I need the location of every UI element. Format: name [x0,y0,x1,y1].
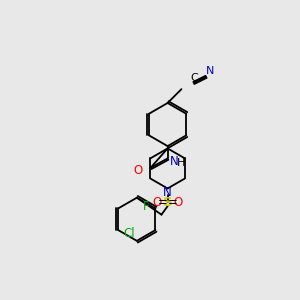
Text: N: N [169,155,178,168]
Text: H: H [176,158,185,168]
Text: =: = [157,196,167,209]
Text: N: N [163,186,172,199]
Text: Cl: Cl [123,226,135,240]
Text: =: = [168,196,178,209]
Text: O: O [174,196,183,209]
Text: O: O [134,164,143,177]
Text: S: S [163,196,172,209]
Text: O: O [152,196,161,209]
Text: C: C [190,73,198,82]
Text: F: F [143,200,150,213]
Text: N: N [206,66,214,76]
